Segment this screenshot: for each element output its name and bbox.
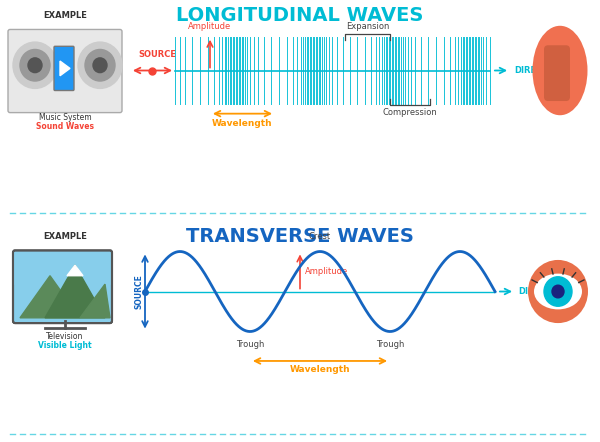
Circle shape <box>552 285 564 298</box>
Text: EXAMPLE: EXAMPLE <box>43 232 87 241</box>
Text: Expansion: Expansion <box>346 22 389 30</box>
Text: Crest: Crest <box>309 232 331 241</box>
FancyBboxPatch shape <box>14 251 111 285</box>
Text: Trough: Trough <box>236 340 264 349</box>
Text: Compression: Compression <box>383 108 437 118</box>
Ellipse shape <box>534 274 582 309</box>
Polygon shape <box>60 61 70 76</box>
Circle shape <box>85 50 115 81</box>
Text: DIRECTION: DIRECTION <box>514 66 565 75</box>
Ellipse shape <box>528 260 588 323</box>
Circle shape <box>544 277 572 306</box>
Circle shape <box>20 50 50 81</box>
Circle shape <box>78 42 122 88</box>
Text: LONGITUDINAL WAVES: LONGITUDINAL WAVES <box>176 6 424 25</box>
FancyBboxPatch shape <box>13 251 112 323</box>
Circle shape <box>28 58 42 72</box>
Text: Sound Waves: Sound Waves <box>36 122 94 131</box>
Text: Trough: Trough <box>376 340 404 349</box>
Text: Wavelength: Wavelength <box>212 119 273 128</box>
Text: SOURCE: SOURCE <box>138 50 176 59</box>
FancyBboxPatch shape <box>54 46 74 91</box>
Polygon shape <box>67 265 83 276</box>
Text: SOURCE: SOURCE <box>134 274 143 309</box>
Text: Wavelength: Wavelength <box>290 365 350 374</box>
Circle shape <box>93 58 107 72</box>
FancyBboxPatch shape <box>544 45 570 101</box>
Polygon shape <box>45 265 105 318</box>
FancyBboxPatch shape <box>8 30 122 113</box>
Text: TRANSVERSE WAVES: TRANSVERSE WAVES <box>186 227 414 246</box>
Ellipse shape <box>554 30 576 52</box>
Text: Music System: Music System <box>38 113 91 122</box>
Text: Amplitude: Amplitude <box>305 267 348 276</box>
Text: Visible Light: Visible Light <box>38 341 92 350</box>
Circle shape <box>13 42 57 88</box>
Text: EXAMPLE: EXAMPLE <box>43 11 87 20</box>
Text: Television: Television <box>46 332 83 341</box>
Text: Amplitude: Amplitude <box>188 22 232 30</box>
Text: DIRECTION: DIRECTION <box>518 287 569 296</box>
Ellipse shape <box>533 26 587 115</box>
Polygon shape <box>20 276 80 318</box>
Polygon shape <box>80 284 110 318</box>
